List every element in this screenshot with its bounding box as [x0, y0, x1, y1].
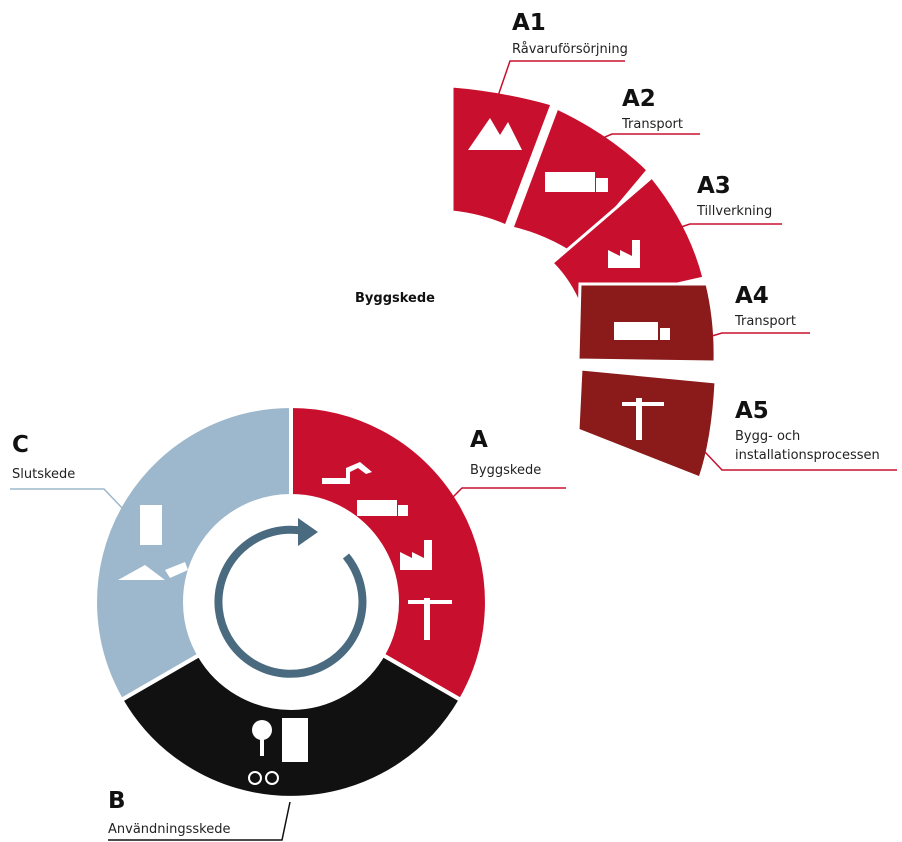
stage-labels: A Byggskede B Användningsskede C Slutske…	[10, 427, 566, 841]
leader-line	[711, 332, 810, 337]
icon-building	[282, 718, 308, 762]
module-code: A1	[512, 10, 546, 36]
icon-truck-cab	[660, 328, 670, 340]
module-code: A2	[622, 86, 656, 112]
icon-truck	[614, 322, 658, 340]
module-icons	[468, 118, 670, 440]
icon-factory	[608, 240, 640, 268]
icon-truck	[357, 500, 397, 516]
stage-icons	[118, 462, 452, 785]
icon-tree-trunk	[260, 738, 264, 756]
icon-truck-cab	[398, 505, 408, 516]
cycle-arc	[214, 525, 367, 678]
stage-name: Slutskede	[12, 467, 75, 482]
leader-line	[10, 488, 125, 511]
icon-truck	[545, 172, 595, 192]
leader-line	[497, 60, 625, 97]
module-name: Transport	[621, 117, 683, 132]
icon-mining	[468, 118, 522, 150]
module-code: A3	[697, 173, 731, 199]
module-name: Transport	[734, 314, 796, 329]
leader-line	[108, 801, 291, 841]
stage-name: Användningsskede	[108, 822, 230, 837]
leader-line	[597, 133, 700, 141]
module-name: Råvaruförsörjning	[512, 42, 628, 57]
icon-rubble	[118, 562, 188, 580]
module-a5	[576, 367, 718, 480]
icon-excavator	[322, 462, 372, 484]
module-code: A4	[735, 283, 769, 309]
leader-line	[677, 223, 782, 229]
module-name: installationsprocessen	[735, 448, 880, 463]
module-a1	[450, 84, 554, 229]
cycle-arrow	[214, 518, 367, 678]
stage-code: C	[12, 432, 29, 458]
icon-bike	[265, 771, 279, 785]
icon-truck-cab	[596, 178, 608, 192]
cycle-arrowhead	[298, 518, 318, 546]
stage-code: B	[108, 788, 126, 814]
fan-title: Byggskede	[355, 291, 435, 306]
stage-code: A	[470, 427, 488, 453]
module-a3	[549, 174, 706, 308]
leader-line	[449, 487, 566, 501]
stage-a	[289, 403, 489, 703]
module-name: Tillverkning	[696, 204, 772, 219]
module-code: A5	[735, 398, 769, 424]
stage-c	[93, 403, 293, 703]
icon-crane	[408, 598, 452, 640]
icon-tree	[252, 720, 272, 740]
stage-name: Byggskede	[470, 463, 541, 478]
icon-bike	[248, 771, 262, 785]
icon-building	[140, 505, 162, 545]
module-name: Bygg- och	[735, 429, 800, 444]
leader-line	[704, 451, 897, 471]
icon-factory	[400, 540, 432, 570]
module-labels: A1 Råvaruförsörjning A2 Transport A3 Til…	[497, 10, 897, 471]
icon-crane	[622, 398, 664, 440]
